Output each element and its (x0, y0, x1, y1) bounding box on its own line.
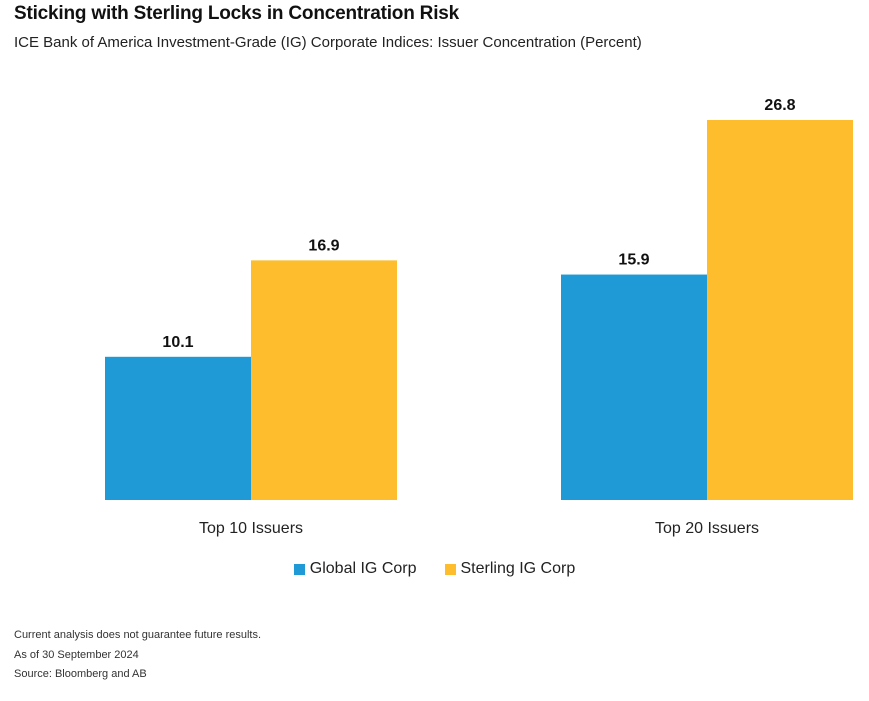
footnote-source: Source: Bloomberg and AB (14, 668, 147, 680)
bar-top-10-sterling (251, 260, 397, 500)
bar-top-20-sterling (707, 120, 853, 500)
legend: Global IG Corp Sterling IG Corp (0, 560, 869, 578)
bar-top-10-global (105, 356, 251, 500)
legend-item-sterling: Sterling IG Corp (444, 560, 576, 578)
bar-chart: 10.1 16.9 Top 10 Issuers 15.9 26.8 Top 20 Iss… (105, 97, 853, 537)
footnotes: Current analysis does not guarantee futu… (14, 626, 261, 685)
legend-swatch-global (293, 563, 305, 575)
legend-label-global: Global IG Corp (309, 560, 417, 577)
data-label-top-20-sterling: 26.8 (764, 97, 795, 114)
data-label-top-10-global: 10.1 (162, 334, 193, 351)
legend-item-global: Global IG Corp (293, 560, 417, 578)
legend-swatch-sterling (444, 563, 456, 575)
footnote-disclaimer: Current analysis does not guarantee futu… (14, 629, 262, 641)
data-label-top-20-global: 15.9 (618, 252, 649, 269)
data-label-top-10-sterling: 16.9 (308, 237, 339, 254)
bar-top-20-global (561, 274, 707, 500)
footnote-date: As of 30 September 2024 (14, 648, 139, 661)
chart-title: Sticking with Sterling Locks in Concentr… (14, 3, 460, 24)
legend-label-sterling: Sterling IG Corp (460, 560, 576, 577)
category-label-top-20: Top 20 Issuers (655, 520, 759, 537)
chart-subtitle: ICE Bank of America Investment-Grade (IG… (14, 34, 642, 51)
category-label-top-10: Top 10 Issuers (199, 520, 303, 537)
